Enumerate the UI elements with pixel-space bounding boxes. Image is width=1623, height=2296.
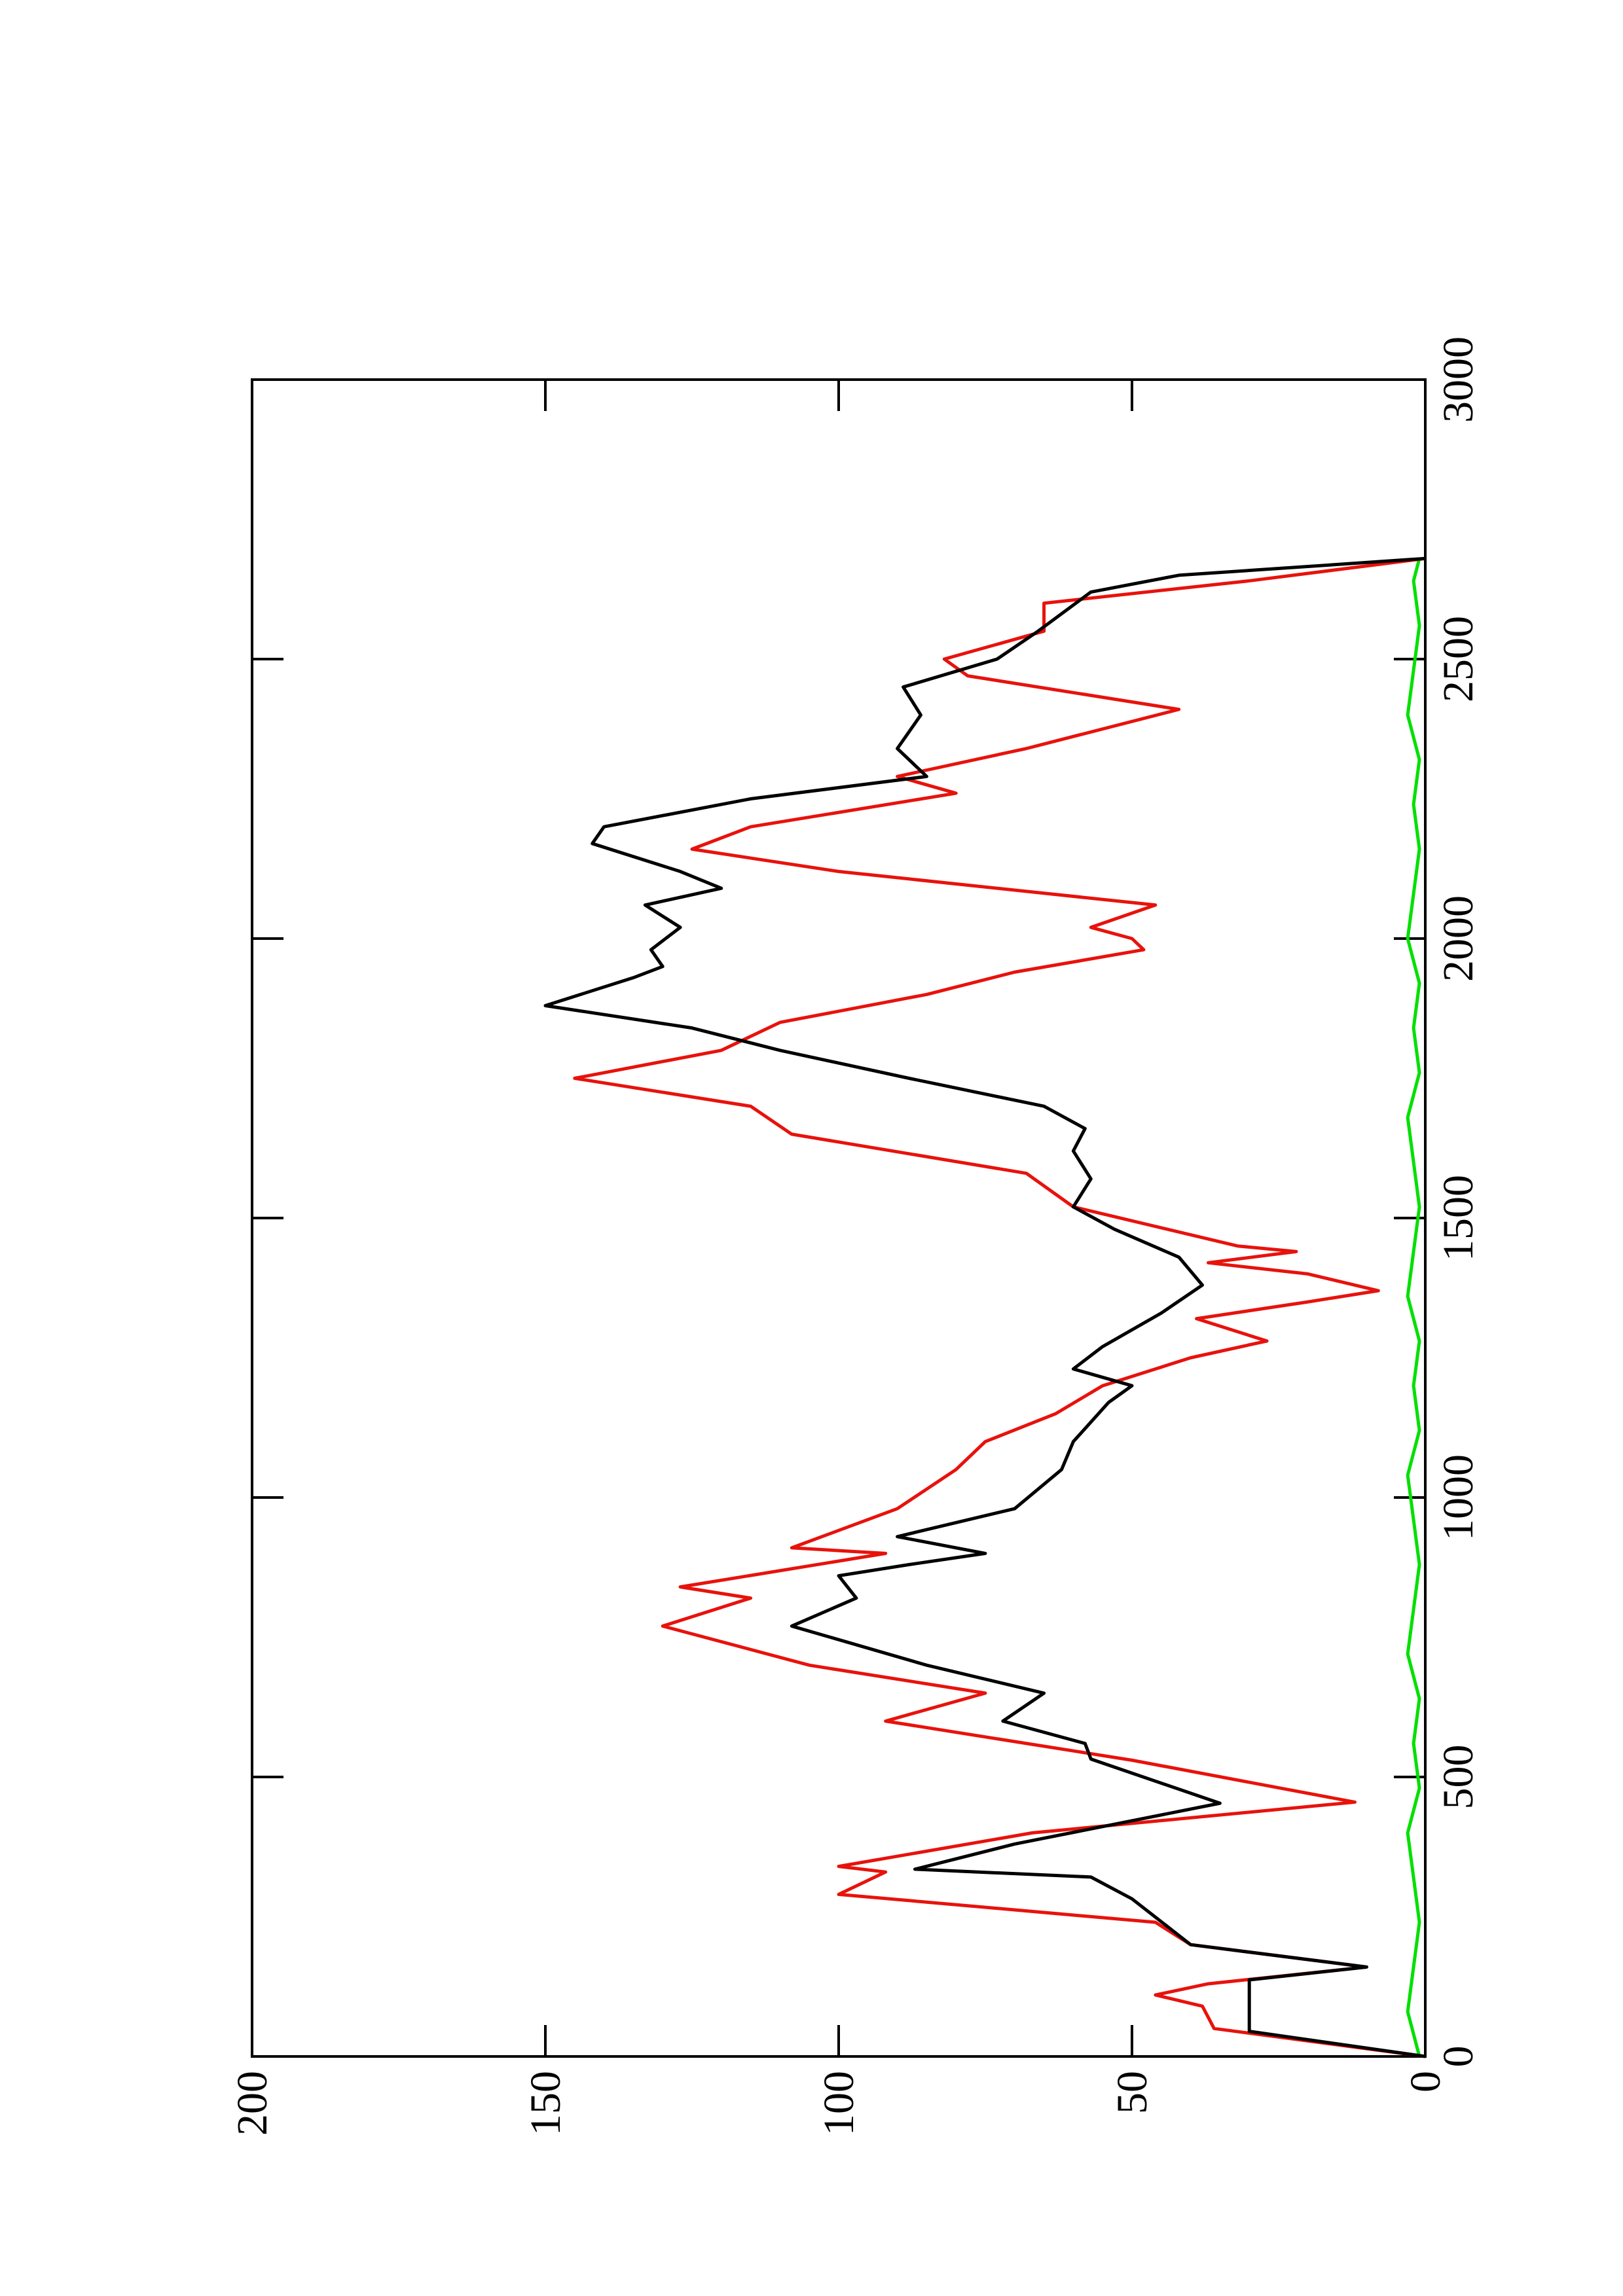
- series-line: [1406, 558, 1421, 2057]
- x-tick-label: 2500: [1434, 616, 1482, 702]
- y-tick-label: 200: [228, 2071, 276, 2136]
- x-tick-label: 1500: [1434, 1175, 1482, 1261]
- series-line: [543, 556, 1426, 2058]
- y-tick-label: 100: [815, 2071, 863, 2136]
- y-tick-label: 50: [1108, 2071, 1156, 2114]
- x-tick-label: 0: [1434, 2046, 1482, 2068]
- plot-frame: [251, 378, 1427, 2058]
- y-tick-label: 150: [522, 2071, 570, 2136]
- x-tick-label: 3000: [1434, 336, 1482, 423]
- x-tick-label: 2000: [1434, 895, 1482, 982]
- x-tick-label: 1000: [1434, 1454, 1482, 1541]
- y-tick-label: 0: [1402, 2071, 1450, 2092]
- plot-area: 0 500 1000 1500 2000 2500 3000 0 50 100 150 200: [228, 336, 1482, 2136]
- x-tick-label: 500: [1434, 1745, 1482, 1810]
- series-line: [573, 556, 1426, 2058]
